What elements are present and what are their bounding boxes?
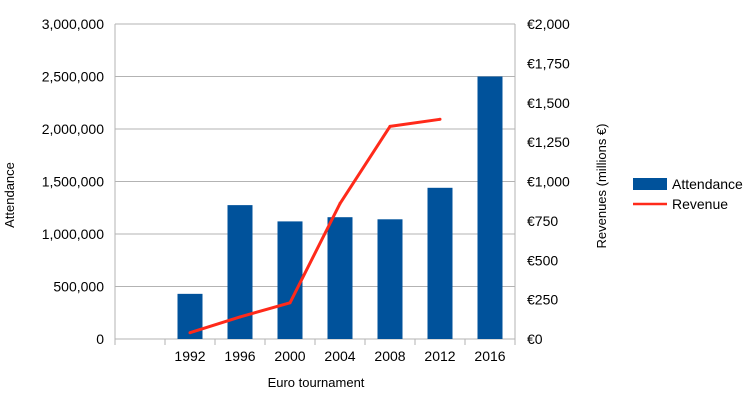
axes (114, 24, 516, 345)
legend-swatch-attendance (633, 178, 667, 190)
bar-attendance (327, 217, 353, 339)
y-tick-label: 2,000,000 (42, 121, 104, 137)
legend: Attendance Revenue (633, 176, 743, 212)
bar-attendance (477, 76, 503, 339)
bar-attendance (427, 187, 453, 339)
x-tick-label: 1992 (174, 348, 205, 364)
y2-axis-label: Revenues (millions €) (594, 124, 609, 249)
revenue-point (238, 315, 242, 319)
y-tick-label: 3,000,000 (42, 16, 104, 32)
y2-tick-label: €1,250 (527, 134, 570, 150)
y-tick-labels: 0 500,000 1,000,000 1,500,000 2,000,000 2,500… (42, 16, 105, 347)
y2-tick-label: €250 (527, 292, 558, 308)
y2-tick-labels: €0 €250 €500 €750 €1,000 €1,250 €1,500 €1,750 €2… (527, 16, 570, 347)
legend-label-attendance: Attendance (672, 176, 743, 192)
bar-attendance (377, 219, 403, 339)
y2-tick-label: €1,750 (527, 55, 570, 71)
y-tick-label: 2,500,000 (42, 69, 104, 85)
x-tick-label: 2016 (474, 348, 505, 364)
y-tick-label: 0 (96, 331, 104, 347)
x-tick-label: 2000 (274, 348, 305, 364)
y2-tick-label: €500 (527, 252, 558, 268)
x-tick-label: 2012 (424, 348, 455, 364)
y-tick-label: 500,000 (53, 279, 104, 295)
y-axis-label: Attendance (2, 162, 17, 228)
revenue-line (189, 117, 441, 335)
x-tick-label: 1996 (224, 348, 255, 364)
y2-tick-label: €1,500 (527, 95, 570, 111)
x-tick-label: 2008 (374, 348, 405, 364)
gridlines (115, 23, 515, 340)
bar-attendance (277, 221, 303, 339)
revenue-line-group (188, 117, 442, 335)
y2-tick-label: €2,000 (527, 16, 570, 32)
revenue-point (338, 202, 342, 206)
legend-label-revenue: Revenue (672, 196, 728, 212)
y2-tick-label: €1,000 (527, 174, 570, 190)
x-tick-labels: 1992 1996 2000 2004 2008 2012 2016 (174, 348, 505, 364)
y2-tick-label: €0 (527, 331, 543, 347)
y-tick-label: 1,000,000 (42, 226, 104, 242)
revenue-point (388, 124, 392, 128)
x-axis-label: Euro tournament (268, 375, 365, 390)
y2-tick-label: €750 (527, 213, 558, 229)
revenue-point (438, 117, 442, 121)
revenue-point (288, 301, 292, 305)
y-tick-label: 1,500,000 (42, 174, 104, 190)
attendance-bars (177, 76, 503, 339)
x-tick-label: 2004 (324, 348, 355, 364)
revenue-point (188, 331, 192, 335)
